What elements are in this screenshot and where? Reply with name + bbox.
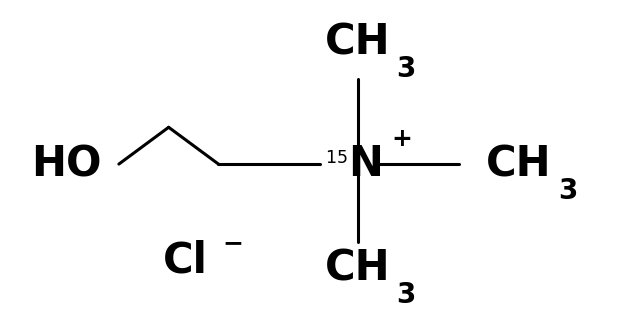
Text: N: N [348,143,383,185]
Text: $^{15}$: $^{15}$ [325,152,348,176]
Text: 3: 3 [558,177,577,205]
Text: HO: HO [31,143,101,185]
Text: CH: CH [325,21,390,63]
Text: Cl: Cl [163,240,208,282]
Text: +: + [391,127,412,151]
Text: 3: 3 [397,281,416,309]
Text: CH: CH [486,143,552,185]
Text: 3: 3 [397,55,416,83]
Text: −: − [223,232,243,256]
Text: CH: CH [325,248,390,290]
